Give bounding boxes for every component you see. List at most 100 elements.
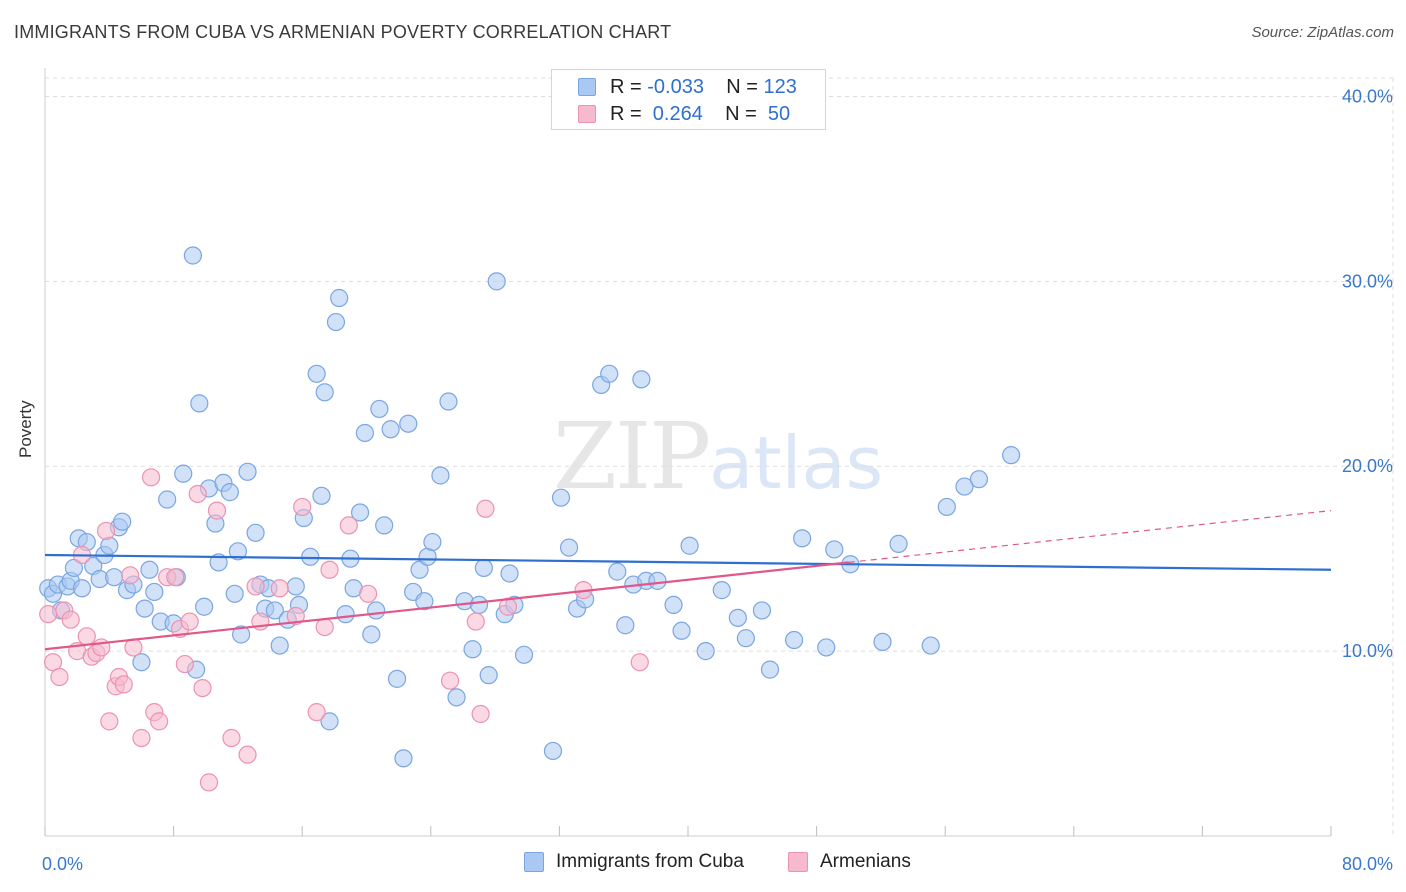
data-point-cuba [817, 638, 836, 657]
data-point-armenians [50, 667, 69, 687]
data-point-armenians [150, 712, 169, 731]
data-point-cuba [183, 246, 202, 265]
data-point-armenians [315, 617, 334, 637]
data-point-cuba [736, 629, 755, 648]
data-point-cuba [463, 640, 482, 659]
data-point-cuba [362, 625, 381, 644]
data-point-cuba [439, 392, 458, 411]
bottom-legend-armenians: Armenians [788, 851, 911, 873]
data-point-cuba [728, 608, 747, 627]
data-point-cuba [469, 595, 489, 615]
data-point-cuba [696, 642, 715, 661]
data-point-cuba [301, 547, 320, 566]
trend-line-cuba [44, 553, 1332, 571]
data-point-cuba [1002, 446, 1021, 465]
data-point-armenians [222, 728, 241, 748]
data-point-cuba [158, 490, 177, 509]
data-point-cuba [220, 483, 239, 502]
data-point-cuba [367, 601, 386, 620]
data-point-cuba [394, 749, 413, 768]
data-point-cuba [784, 630, 804, 650]
legend-r-label: R = [610, 75, 648, 98]
bottom-legend-label: Immigrants from Cuba [556, 851, 744, 872]
data-point-cuba [286, 577, 305, 596]
data-point-cuba [132, 653, 151, 672]
data-point-cuba [100, 536, 119, 555]
y-tick-label: 20.0% [1342, 456, 1393, 476]
data-point-cuba [135, 599, 154, 618]
data-point-cuba [825, 540, 844, 559]
data-point-cuba [921, 636, 940, 655]
data-point-cuba [370, 399, 389, 419]
data-point-armenians [270, 579, 289, 598]
data-point-cuba [551, 488, 571, 507]
data-point-cuba [315, 383, 334, 402]
data-point-armenians [293, 497, 312, 517]
trend-extension-armenians [848, 510, 1332, 563]
data-point-cuba [232, 625, 251, 644]
data-point-cuba [760, 660, 780, 679]
bottom-legend-swatch-pink [788, 852, 808, 872]
data-point-cuba [195, 597, 214, 616]
data-point-cuba [72, 579, 92, 598]
data-point-cuba [664, 595, 683, 615]
source-credit: Source: ZipAtlas.com [1251, 24, 1394, 41]
data-point-cuba [225, 584, 244, 603]
data-point-cuba [672, 621, 691, 640]
data-point-cuba [616, 616, 635, 635]
data-point-cuba [190, 394, 209, 413]
legend-n-label: N = [725, 102, 763, 125]
data-point-cuba [265, 601, 284, 620]
data-point-armenians [440, 671, 460, 690]
legend-n-value: 123 [763, 75, 797, 98]
data-point-armenians [96, 521, 116, 541]
data-point-armenians [339, 516, 358, 535]
data-point-cuba [320, 712, 339, 731]
data-point-cuba [474, 558, 493, 578]
legend-r-value: 0.264 [647, 102, 703, 125]
data-point-armenians [180, 612, 199, 631]
chart-title: IMMIGRANTS FROM CUBA VS ARMENIAN POVERTY… [14, 22, 672, 42]
y-tick-label: 10.0% [1342, 641, 1393, 661]
data-point-armenians [141, 468, 161, 487]
data-point-cuba [410, 560, 429, 579]
data-point-cuba [487, 272, 506, 291]
data-point-cuba [514, 645, 534, 664]
data-point-armenians [359, 584, 378, 603]
trend-line-armenians [44, 561, 849, 651]
data-point-armenians [307, 703, 326, 722]
data-point-cuba [648, 571, 667, 590]
data-point-armenians [199, 773, 219, 792]
legend-swatch-pink [578, 105, 596, 123]
data-point-cuba [559, 538, 579, 557]
data-point-armenians [286, 606, 305, 626]
data-point-armenians [124, 638, 143, 657]
data-point-cuba [937, 497, 956, 517]
data-point-armenians [246, 577, 265, 596]
correlation-legend: R = -0.033 N = 123 R = 0.264 N = 50 [551, 69, 826, 130]
data-point-cuba [752, 601, 772, 620]
data-point-cuba [140, 560, 159, 579]
data-point-cuba [500, 564, 519, 583]
data-point-cuba [447, 688, 466, 707]
data-point-armenians [466, 612, 485, 631]
data-point-cuba [632, 370, 651, 389]
data-point-cuba [105, 568, 124, 587]
y-tick-label: 30.0% [1342, 271, 1393, 291]
data-point-armenians [207, 501, 227, 520]
data-point-cuba [246, 523, 265, 542]
data-point-armenians [630, 653, 649, 672]
data-point-cuba [423, 532, 442, 552]
bottom-legend-label: Armenians [820, 851, 911, 872]
data-point-armenians [39, 605, 58, 624]
data-point-cuba [330, 288, 349, 308]
data-point-cuba [600, 364, 619, 383]
data-point-cuba [350, 503, 370, 522]
data-point-cuba [228, 542, 247, 561]
data-point-armenians [166, 568, 185, 587]
data-point-armenians [121, 566, 140, 585]
legend-row-armenians: R = 0.264 N = 50 [578, 101, 790, 127]
data-point-cuba [375, 516, 394, 535]
data-point-cuba [270, 636, 289, 655]
